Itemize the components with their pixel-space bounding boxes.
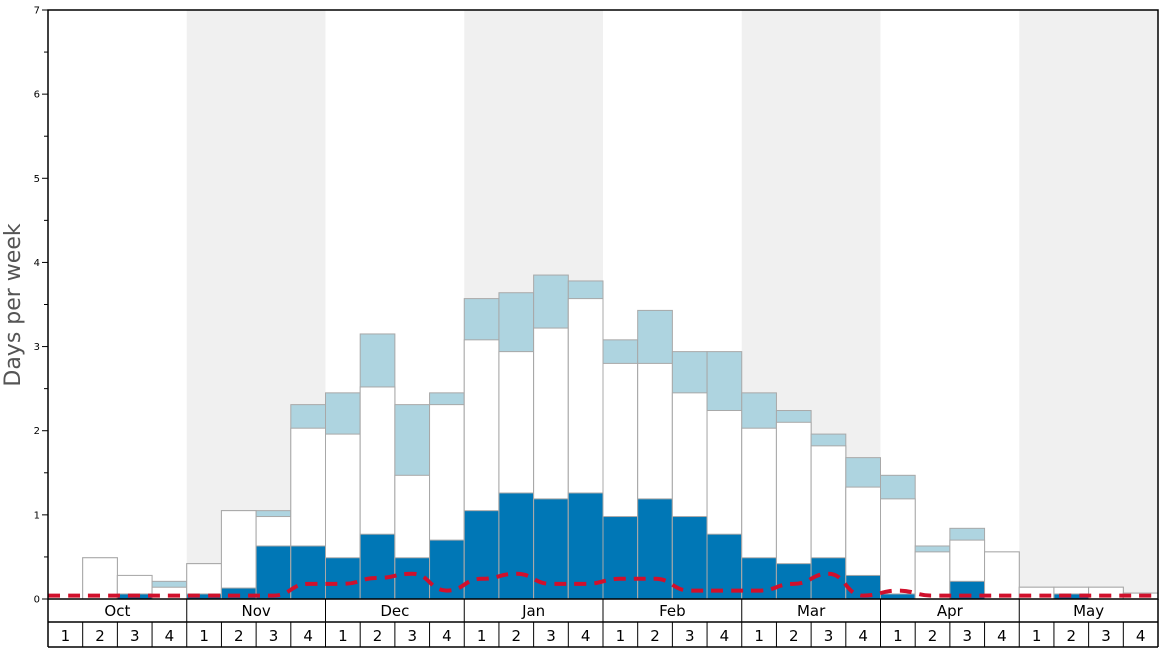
month-label-nov: Nov (241, 602, 270, 620)
bar-layer-2-week-22 (775, 563, 812, 600)
y-tick-label: 5 (34, 174, 40, 185)
week-label: 2 (373, 627, 383, 645)
week-label: 2 (234, 627, 244, 645)
week-label: 4 (720, 627, 730, 645)
bar-layer-1-week-28 (984, 551, 1020, 600)
month-label-feb: Feb (659, 602, 686, 620)
y-tick-label: 2 (34, 426, 40, 437)
bar-layer-1-week-6 (220, 510, 257, 600)
week-label: 4 (303, 627, 313, 645)
x-axis: Oct 1 2 3 4 Nov 1 2 3 4 Dec 1 2 3 4 Jan 1 2 3 4 Feb 1 2 3 4 Mar 1 2… (47, 599, 1159, 648)
week-label: 3 (1101, 627, 1111, 645)
y-tick-label: 0 (34, 595, 40, 606)
week-label: 4 (1136, 627, 1146, 645)
month-label-dec: Dec (380, 602, 409, 620)
bar-layer-2-week-9 (325, 557, 361, 600)
month-label-oct: Oct (104, 602, 130, 620)
bar-layer-2-week-21 (741, 557, 777, 600)
week-label: 1 (1032, 627, 1042, 645)
week-label: 1 (616, 627, 626, 645)
bar-layer-1-week-2 (82, 557, 118, 600)
month-label-may: May (1073, 602, 1104, 620)
bar-layer-2-week-20 (706, 533, 743, 600)
bar-layer-2-week-23 (810, 557, 847, 600)
week-label: 3 (824, 627, 834, 645)
week-label: 4 (997, 627, 1007, 645)
week-label: 3 (546, 627, 556, 645)
bar-layer-2-week-8 (290, 545, 326, 600)
week-label: 3 (130, 627, 140, 645)
bar-layer-1-week-25 (880, 498, 916, 600)
week-label: 3 (407, 627, 417, 645)
week-label: 1 (754, 627, 764, 645)
week-label: 1 (893, 627, 903, 645)
month-label-apr: Apr (937, 602, 964, 620)
week-label: 2 (928, 627, 938, 645)
week-label: 1 (477, 627, 487, 645)
bar-layer-2-week-18 (637, 498, 673, 600)
week-label: 3 (269, 627, 279, 645)
y-tick-label: 7 (34, 6, 40, 17)
month-label-jan: Jan (521, 602, 545, 620)
week-label: 3 (685, 627, 695, 645)
week-label: 4 (442, 627, 452, 645)
bar-layer-2-week-13 (463, 510, 500, 600)
bar-layer-1-week-26 (914, 551, 951, 600)
month-band-may (1019, 10, 1158, 599)
week-label: 1 (199, 627, 209, 645)
month-label-mar: Mar (797, 602, 826, 620)
bar-layer-2-week-14 (498, 492, 535, 600)
week-label: 2 (1067, 627, 1077, 645)
y-tick-label: 3 (34, 342, 40, 353)
week-label: 1 (338, 627, 348, 645)
week-label: 4 (581, 627, 591, 645)
trend-line (48, 571, 1158, 598)
week-label: 2 (650, 627, 660, 645)
week-label: 2 (512, 627, 522, 645)
y-tick-label: 1 (34, 510, 40, 521)
y-tick-label: 4 (34, 258, 40, 269)
week-label: 2 (789, 627, 799, 645)
y-tick-label: 6 (34, 90, 40, 101)
week-label: 2 (95, 627, 105, 645)
week-label: 4 (165, 627, 175, 645)
bar-layer-2-week-19 (671, 516, 708, 600)
week-label: 3 (962, 627, 972, 645)
trend-line-path (48, 571, 1158, 598)
week-label: 1 (61, 627, 71, 645)
y-axis-label: Days per week (1, 223, 26, 386)
bar-layer-2-week-10 (359, 533, 396, 600)
bars (82, 274, 1159, 600)
week-label: 4 (858, 627, 868, 645)
bar-layer-2-week-17 (602, 516, 639, 600)
bar-layer-2-week-7 (255, 545, 292, 600)
bar-layer-2-week-25 (880, 593, 916, 600)
